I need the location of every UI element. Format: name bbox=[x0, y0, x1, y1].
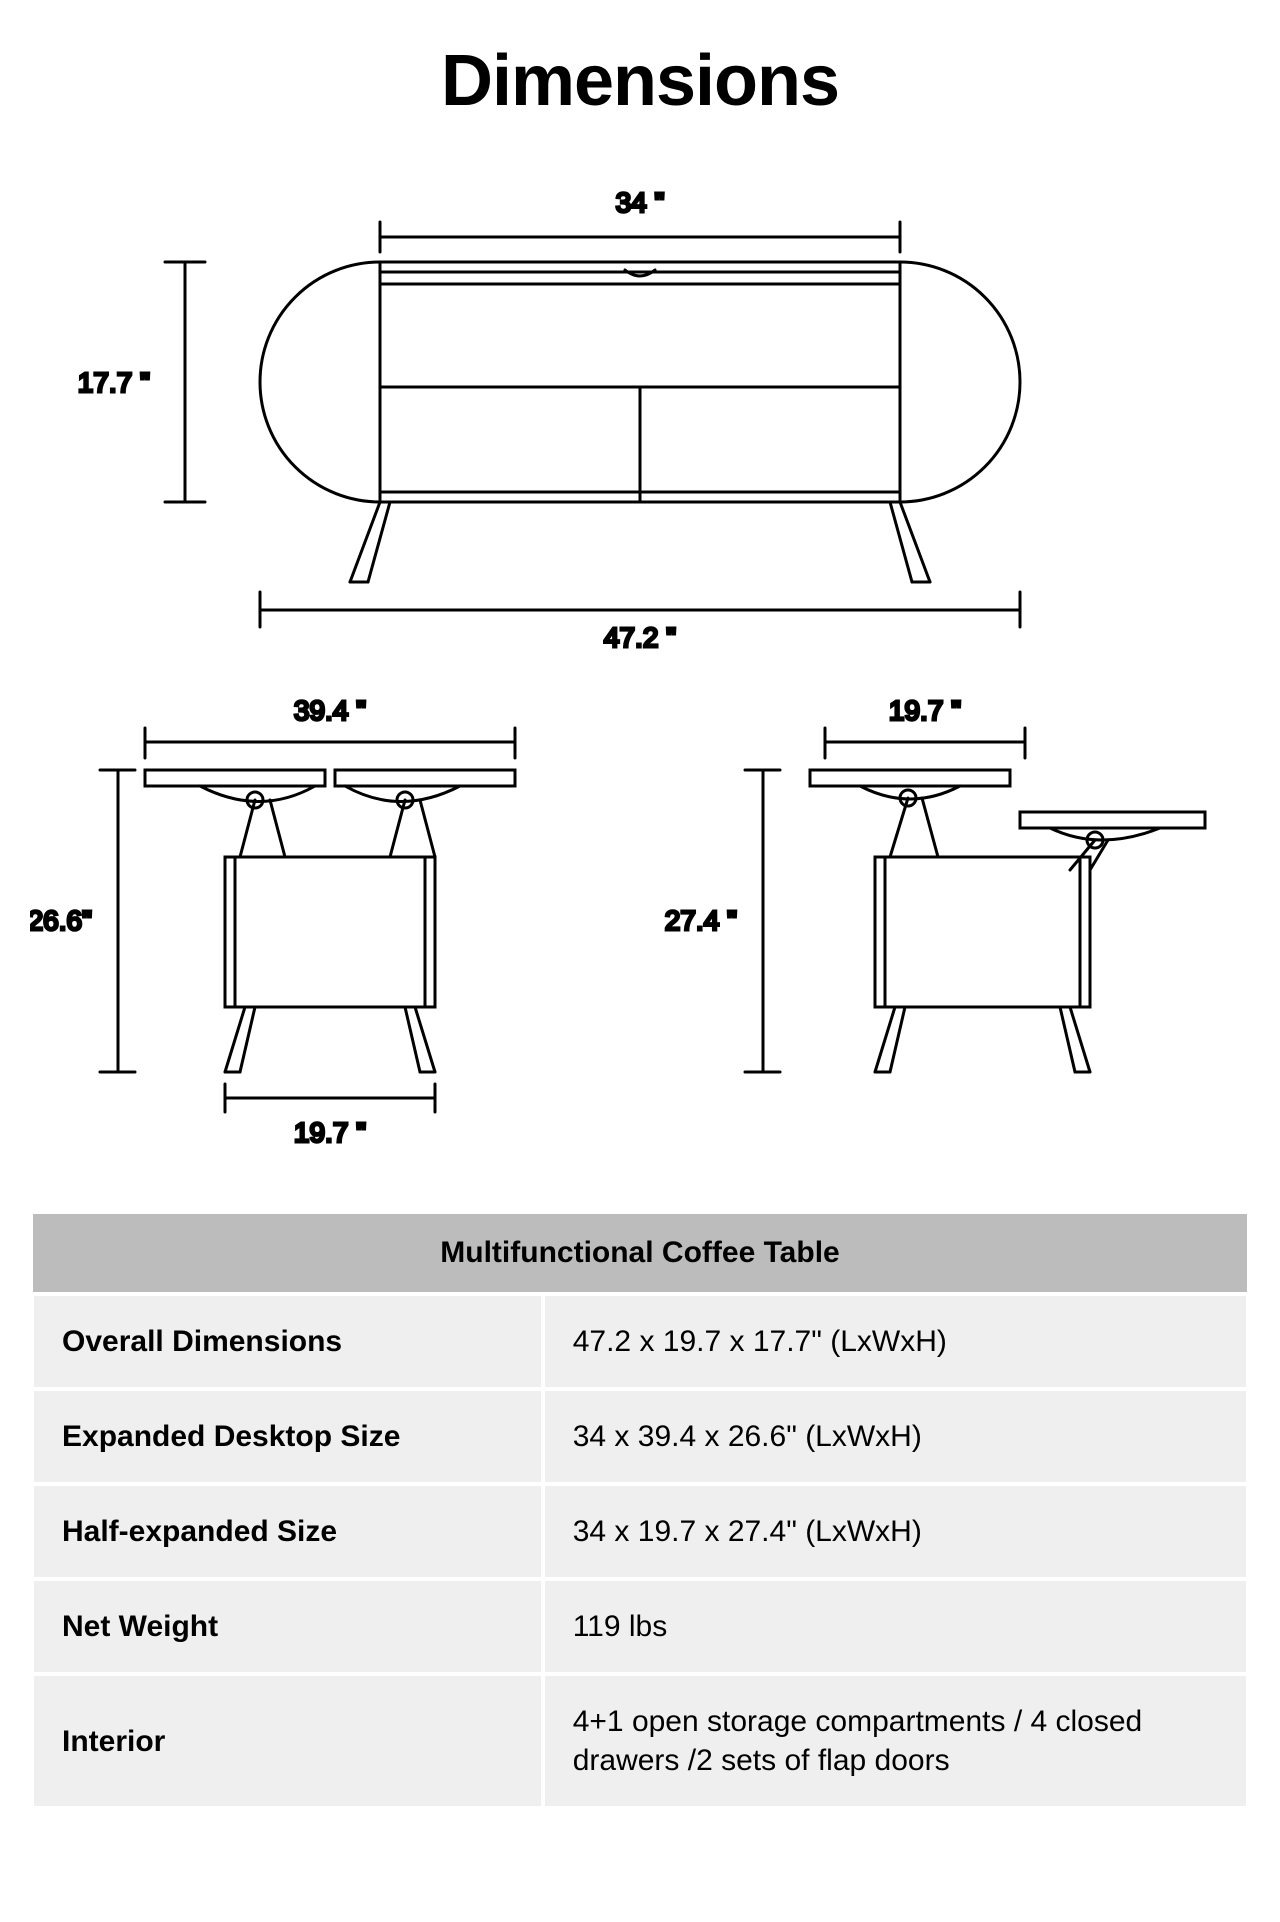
dim-expanded-base: 19.7 " bbox=[294, 1117, 366, 1148]
dim-expanded-height: 26.6" bbox=[30, 905, 92, 936]
diagram-half-expanded-view: 19.7 " bbox=[650, 692, 1250, 1152]
dim-half-top: 19.7 " bbox=[889, 695, 961, 726]
diagrams-container: 34 " bbox=[30, 182, 1250, 1152]
table-row: Interior 4+1 open storage compartments /… bbox=[32, 1674, 1248, 1808]
spec-label: Expanded Desktop Size bbox=[32, 1389, 543, 1484]
spec-label: Overall Dimensions bbox=[32, 1294, 543, 1389]
dim-top-width: 34 " bbox=[616, 187, 665, 218]
dim-half-height: 27.4 " bbox=[665, 905, 737, 936]
spec-value: 47.2 x 19.7 x 17.7" (LxWxH) bbox=[543, 1294, 1248, 1389]
dim-height: 17.7 " bbox=[78, 367, 150, 398]
spec-value: 4+1 open storage compartments / 4 closed… bbox=[543, 1674, 1248, 1808]
spec-value: 34 x 19.7 x 27.4" (LxWxH) bbox=[543, 1484, 1248, 1579]
spec-value: 34 x 39.4 x 26.6" (LxWxH) bbox=[543, 1389, 1248, 1484]
diagram-expanded-view: 39.4 " bbox=[30, 692, 630, 1152]
page-title: Dimensions bbox=[30, 40, 1250, 122]
spec-label: Net Weight bbox=[32, 1579, 543, 1674]
diagram-front-view: 34 " bbox=[30, 182, 1250, 652]
table-row: Net Weight 119 lbs bbox=[32, 1579, 1248, 1674]
spec-label: Interior bbox=[32, 1674, 543, 1808]
spec-label: Half-expanded Size bbox=[32, 1484, 543, 1579]
table-row: Expanded Desktop Size 34 x 39.4 x 26.6" … bbox=[32, 1389, 1248, 1484]
dim-bottom-width: 47.2 " bbox=[604, 622, 676, 652]
table-row: Overall Dimensions 47.2 x 19.7 x 17.7" (… bbox=[32, 1294, 1248, 1389]
table-row: Half-expanded Size 34 x 19.7 x 27.4" (Lx… bbox=[32, 1484, 1248, 1579]
dim-expanded-top: 39.4 " bbox=[294, 695, 366, 726]
spec-table-header: Multifunctional Coffee Table bbox=[32, 1213, 1248, 1294]
spec-value: 119 lbs bbox=[543, 1579, 1248, 1674]
spec-table: Multifunctional Coffee Table Overall Dim… bbox=[30, 1212, 1250, 1810]
